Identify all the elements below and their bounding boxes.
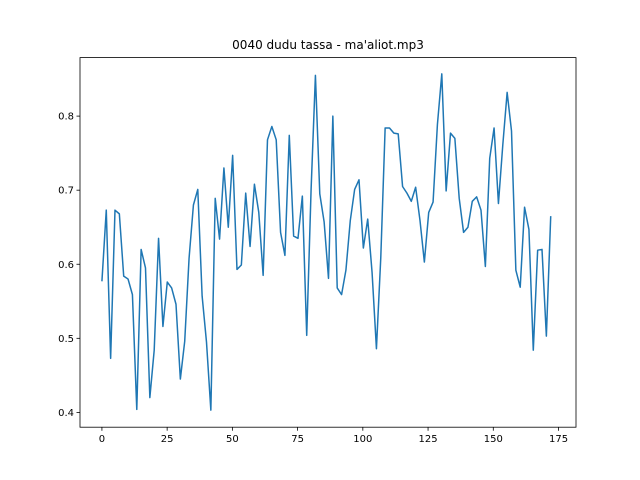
x-tick-label: 75 bbox=[291, 434, 304, 445]
x-tick-label: 125 bbox=[419, 434, 438, 445]
x-tick-label: 150 bbox=[484, 434, 503, 445]
y-tick-label: 0.8 bbox=[58, 112, 74, 123]
y-tick-label: 0.4 bbox=[58, 408, 74, 419]
y-tick-label: 0.5 bbox=[58, 334, 74, 345]
x-tick-label: 50 bbox=[226, 434, 239, 445]
plot-frame bbox=[79, 57, 577, 428]
x-tick-label: 0 bbox=[99, 434, 105, 445]
data-line bbox=[101, 73, 552, 411]
x-tick-label: 100 bbox=[353, 434, 372, 445]
chart-title: 0040 dudu tassa - ma'aliot.mp3 bbox=[232, 38, 424, 52]
y-tick-label: 0.6 bbox=[58, 260, 74, 271]
x-tick-label: 25 bbox=[161, 434, 174, 445]
x-tick-label: 175 bbox=[549, 434, 568, 445]
y-tick-label: 0.7 bbox=[58, 186, 74, 197]
